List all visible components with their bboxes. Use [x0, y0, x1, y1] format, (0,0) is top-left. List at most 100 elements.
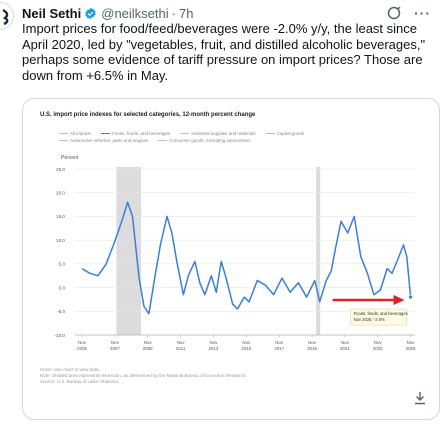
annotation-arrow-head: [393, 295, 405, 306]
data-point: [188, 275, 189, 277]
data-point: [81, 268, 83, 269]
data-point: [289, 292, 291, 293]
author-avatar[interactable]: [0, 2, 14, 30]
x-tick-label: Nov: [308, 340, 317, 345]
separator-dot: ·: [171, 5, 176, 21]
legend-item: Industrial supplies and materials: [180, 130, 256, 137]
legend-item: Consumer goods, excluding automotives: [158, 137, 251, 144]
data-point: [360, 256, 362, 258]
source-line: Note: Shaded area represents recession, …: [40, 373, 247, 378]
data-point: [138, 277, 140, 279]
annotation-value: Nov 2025: -2.0%: [354, 317, 385, 322]
legend-item: Automotive vehicles, parts and engines: [59, 137, 148, 144]
recession-band: [316, 167, 321, 335]
highlight-point: [408, 294, 413, 300]
data-point: [347, 232, 348, 234]
data-point: [105, 263, 107, 265]
data-point: [265, 284, 266, 286]
download-icon[interactable]: [413, 391, 427, 405]
x-tick-label: Nov: [374, 340, 383, 345]
data-point: [367, 273, 368, 274]
data-point: [148, 313, 150, 314]
x-tick-label: Nov: [341, 340, 350, 345]
x-tick-label: 2007: [110, 346, 120, 351]
data-point: [373, 294, 375, 295]
data-point: [353, 216, 355, 217]
x-tick-label: 2025: [406, 346, 416, 351]
annotation-title: Foods, feeds, and beverages: [354, 311, 408, 316]
legend-item: All imports: [59, 130, 91, 137]
y-axis-label: Percent: [61, 155, 79, 161]
data-point: [127, 201, 128, 203]
x-tick-label: Nov: [242, 340, 251, 345]
data-point: [306, 296, 307, 298]
data-point: [176, 261, 178, 262]
legend-item: Foods, feeds, and beverages: [101, 130, 170, 137]
verified-badge-icon: [84, 7, 97, 20]
data-point: [97, 275, 99, 277]
data-point: [326, 280, 327, 281]
y-tick-label: 5.0: [59, 262, 66, 267]
tweet-header: Neil Sethi @neilksethi · 7h ···: [22, 4, 431, 22]
x-tick-label: 2015: [241, 346, 251, 351]
data-point: [281, 277, 283, 279]
data-point: [143, 306, 145, 307]
data-point: [220, 261, 222, 262]
chart-image[interactable]: U.S. import price indexes for selected c…: [22, 98, 440, 420]
data-point: [160, 244, 161, 246]
x-tick-label: Nov: [177, 340, 186, 345]
y-tick-label: 15.0: [56, 214, 65, 219]
more-icon[interactable]: ···: [414, 5, 431, 21]
data-point: [114, 242, 115, 243]
x-tick-label: 2017: [274, 346, 284, 351]
x-tick-label: Nov: [144, 340, 153, 345]
x-tick-label: 2019: [307, 346, 317, 351]
author-handle[interactable]: @neilksethi: [101, 5, 169, 21]
x-tick-label: 2011: [176, 346, 186, 351]
data-point: [257, 280, 258, 281]
grok-icon[interactable]: [386, 5, 402, 21]
data-point: [273, 294, 275, 295]
data-point: [166, 216, 168, 217]
data-point: [171, 232, 173, 234]
data-point: [237, 308, 238, 310]
x-tick-label: Nov: [78, 340, 87, 345]
data-point: [386, 268, 388, 269]
data-point: [132, 216, 133, 217]
data-point: [215, 292, 217, 293]
x-tick-label: 2005: [77, 346, 87, 351]
data-point: [183, 294, 184, 295]
x-tick-label: 2021: [340, 346, 350, 351]
data-point: [204, 294, 206, 295]
data-point: [89, 273, 91, 274]
tweet-text: Import prices for food/feed/beverages we…: [22, 21, 426, 83]
recession-band: [116, 167, 142, 335]
x-tick-label: Nov: [275, 340, 284, 345]
data-point: [406, 256, 408, 258]
data-point: [194, 261, 196, 262]
data-point: [232, 303, 233, 305]
x-tick-label: Nov: [111, 340, 120, 345]
data-point: [335, 244, 337, 246]
line-chart: 25.020.015.010.05.00.0-5.0-10.0Nov2005No…: [55, 155, 416, 351]
tweet-time[interactable]: 7h: [179, 5, 194, 21]
chart-title: U.S. import price indexes for selected c…: [40, 112, 256, 118]
annotation-box: [350, 308, 407, 326]
data-point: [391, 273, 393, 274]
data-point: [396, 261, 398, 262]
data-point: [330, 270, 332, 272]
series-line: [81, 201, 412, 315]
y-tick-label: 25.0: [56, 167, 65, 172]
x-tick-label: Nov: [210, 340, 219, 345]
data-point: [380, 289, 381, 291]
data-point: [122, 218, 123, 220]
data-point: [155, 273, 156, 274]
chart-source: Hover over chart to view data. Note: Sha…: [40, 367, 247, 385]
y-tick-label: 0.0: [59, 285, 66, 290]
data-point: [319, 301, 321, 303]
avatar-glyph-icon: [2, 8, 9, 26]
author-name[interactable]: Neil Sethi: [22, 5, 82, 21]
y-tick-label: 20.0: [56, 191, 65, 196]
y-tick-label: -5.0: [57, 309, 65, 314]
y-tick-label: -10.0: [55, 333, 66, 338]
